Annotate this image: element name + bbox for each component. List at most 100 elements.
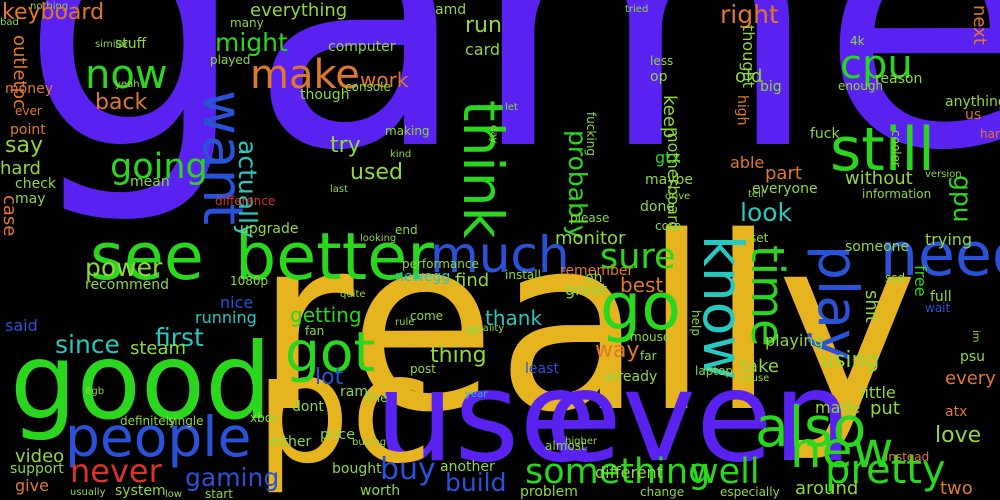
word-anything: anything <box>945 94 1000 110</box>
word-pc: pc <box>255 323 433 497</box>
word-laptop: laptop <box>695 364 733 378</box>
word-little: little <box>860 383 896 402</box>
word-know: know <box>691 235 755 381</box>
word-maybe: maybe <box>645 172 694 188</box>
word-take: take <box>740 356 779 377</box>
word-wait: wait <box>925 301 951 315</box>
word-buy: buy <box>380 452 436 487</box>
word-please: please <box>570 211 610 225</box>
word-low: low <box>165 489 183 500</box>
word-sure: sure <box>600 237 676 277</box>
word-keyboard: keyboard <box>2 0 105 25</box>
word-want: want <box>191 90 255 226</box>
word-two: two <box>940 478 973 499</box>
word-put: put <box>870 398 900 419</box>
word-build: build <box>445 468 507 497</box>
word-said: said <box>5 316 38 335</box>
word-think: think <box>451 100 515 239</box>
word-gpu: gpu <box>948 175 977 223</box>
word-come: come <box>410 309 444 323</box>
word-new: new <box>790 421 894 479</box>
word-help: help <box>689 310 703 336</box>
word-drive: drive <box>665 191 691 202</box>
word-set: set <box>750 231 769 245</box>
word-buying: buying <box>352 437 387 448</box>
word-part: part <box>765 163 802 184</box>
word-steam: steam <box>130 338 187 359</box>
word-love: love <box>935 423 982 448</box>
word-many: many <box>230 16 264 30</box>
word-good: good <box>10 321 272 443</box>
word-end: end <box>395 223 418 237</box>
word-hardware: hardware <box>980 127 1000 141</box>
word-problem: problem <box>520 484 578 500</box>
word-every: every <box>945 368 996 389</box>
word-card: card <box>465 40 501 59</box>
word-got: got <box>285 320 376 384</box>
word-single: single <box>168 414 204 428</box>
word-run: run <box>465 13 502 38</box>
word-cooler: cooler <box>889 130 903 167</box>
word-something: something <box>525 452 711 492</box>
word-play: play <box>806 245 870 362</box>
word-even: even <box>545 345 853 490</box>
word-outletpc: outletpc <box>9 35 30 109</box>
word-motherboard: motherboard <box>664 127 683 232</box>
word-making: making <box>385 124 430 138</box>
word-already: already <box>605 369 658 385</box>
word-looking: looking <box>360 233 397 244</box>
word-next: next <box>969 5 990 45</box>
word-let: let <box>505 102 518 113</box>
word-never: never <box>70 452 162 490</box>
word-system: system <box>115 483 166 499</box>
word-first: first <box>155 323 204 352</box>
word-ram: ram <box>340 384 368 400</box>
word-op: op <box>650 69 668 85</box>
word-best: best <box>620 273 664 297</box>
word-point: point <box>10 122 46 138</box>
word-definitely: definitely <box>120 414 177 428</box>
word-enough: enough <box>838 79 884 93</box>
word-better: better <box>235 220 434 295</box>
word-us: us <box>965 107 982 123</box>
word-least: least <box>525 361 559 377</box>
word-check: check <box>15 176 56 192</box>
word-atx: atx <box>945 404 968 420</box>
word-people: people <box>65 405 252 469</box>
word-nothing: nothing <box>30 1 69 12</box>
word-another: another <box>440 459 495 475</box>
word-higher: higher <box>565 436 598 447</box>
word-trying: trying <box>925 230 973 249</box>
word-last: last <box>330 184 349 195</box>
word-quality: quality <box>470 323 505 334</box>
word-ssd: ssd <box>885 271 906 285</box>
word-rule: rule <box>395 317 415 328</box>
word-big: big <box>760 79 782 95</box>
word-instead: instead <box>885 450 930 464</box>
word-dont: dont <box>292 399 324 415</box>
word-different: different <box>595 463 663 482</box>
word-quite: quite <box>340 289 366 300</box>
word-everyone: everyone <box>752 181 818 197</box>
word-money: money <box>5 81 53 97</box>
word-actually: actually <box>233 140 262 239</box>
word-power: power <box>85 253 163 282</box>
word-tried: tried <box>625 4 649 15</box>
word-recommend: recommend <box>85 277 169 293</box>
word-hard: hard <box>0 158 41 179</box>
word-shit: shit <box>861 290 882 323</box>
word-fucking: fucking <box>584 112 598 156</box>
word-cpu: cpu <box>840 42 913 88</box>
word-thing: thing <box>430 343 487 368</box>
word-now: now <box>85 52 168 98</box>
word-4k: 4k <box>850 34 865 48</box>
word-computer: computer <box>328 39 396 55</box>
word-work: work <box>360 68 409 92</box>
word-well: well <box>690 452 760 492</box>
word-ever: ever <box>15 104 42 118</box>
word-lol: lol <box>465 324 480 338</box>
word-way: way <box>595 338 640 363</box>
word-might: might <box>215 28 288 57</box>
word-xbox: xbox <box>250 411 279 425</box>
